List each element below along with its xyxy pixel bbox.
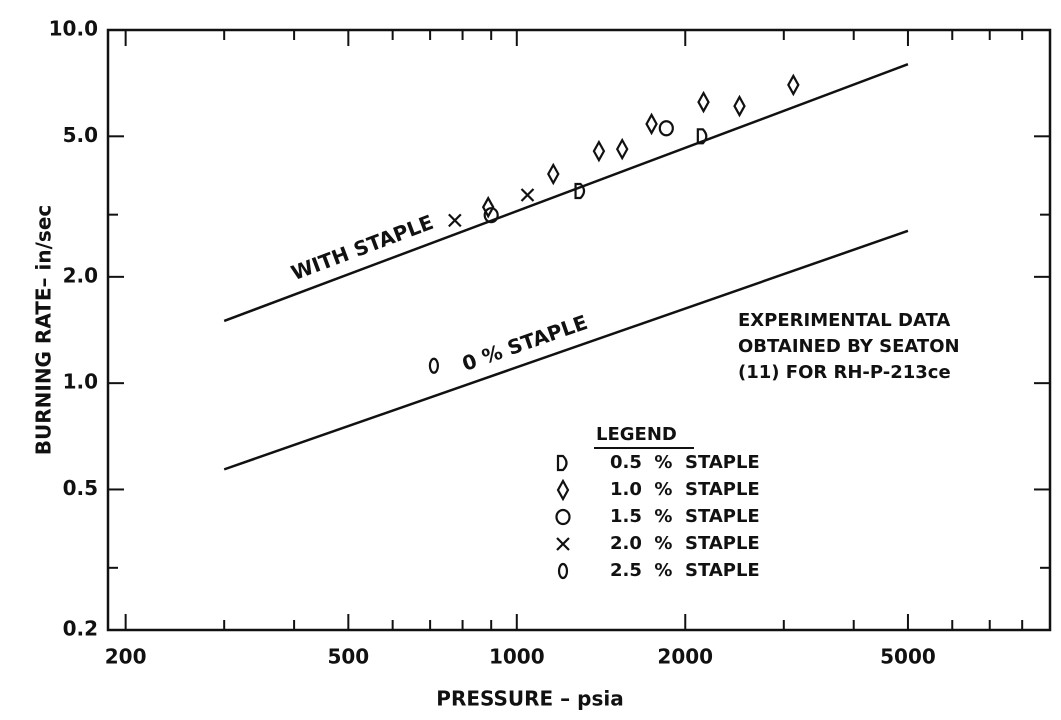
annotation: (11) FOR RH-P-213ce <box>738 362 951 383</box>
y-tick-label: 0.2 <box>63 617 98 641</box>
point <box>645 112 658 136</box>
annotation: OBTAINED BY SEATON <box>738 336 960 357</box>
legend-marker <box>555 508 571 526</box>
legend-label: 2.0 % STAPLE <box>610 533 760 554</box>
point <box>483 207 499 224</box>
point <box>615 137 629 161</box>
x-axis-title: PRESSURE – psia <box>436 687 623 711</box>
x-tick-label: 200 <box>105 645 147 669</box>
legend-label: 1.5 % STAPLE <box>610 506 760 527</box>
legend-marker <box>557 562 569 580</box>
point <box>547 162 560 186</box>
legend-title: LEGEND <box>596 424 677 445</box>
y-tick-label: 10.0 <box>49 17 98 41</box>
legend-marker <box>556 537 570 551</box>
point <box>733 94 746 118</box>
point <box>696 128 708 145</box>
y-tick-label: 2.0 <box>63 263 98 287</box>
x-tick-label: 2000 <box>657 645 713 669</box>
point <box>658 120 674 137</box>
legend-label: 1.0 % STAPLE <box>610 479 760 500</box>
fit-line <box>223 229 909 471</box>
y-tick-label: 0.5 <box>63 476 98 500</box>
legend-label: 2.5 % STAPLE <box>610 560 760 581</box>
fit-line <box>223 63 909 323</box>
y-tick-label: 5.0 <box>63 123 98 147</box>
point <box>520 188 535 202</box>
annotation: EXPERIMENTAL DATA <box>738 310 950 331</box>
x-tick-label: 5000 <box>880 645 936 669</box>
y-axis-title: BURNING RATE– in/sec <box>32 205 56 456</box>
point <box>697 90 710 114</box>
point <box>592 139 606 163</box>
y-tick-label: 1.0 <box>63 370 98 394</box>
x-tick-label: 500 <box>327 645 369 669</box>
point <box>448 213 462 228</box>
point <box>787 73 800 97</box>
line-label: WITH STAPLE <box>288 210 437 285</box>
legend-label: 0.5 % STAPLE <box>610 452 760 473</box>
point <box>481 195 495 219</box>
point <box>428 357 439 374</box>
legend-marker <box>556 478 570 502</box>
plot-frame <box>106 28 1052 632</box>
line-label: 0 % STAPLE <box>459 310 591 376</box>
x-tick-label: 1000 <box>489 645 545 669</box>
point <box>574 182 586 200</box>
legend-marker <box>556 454 568 472</box>
